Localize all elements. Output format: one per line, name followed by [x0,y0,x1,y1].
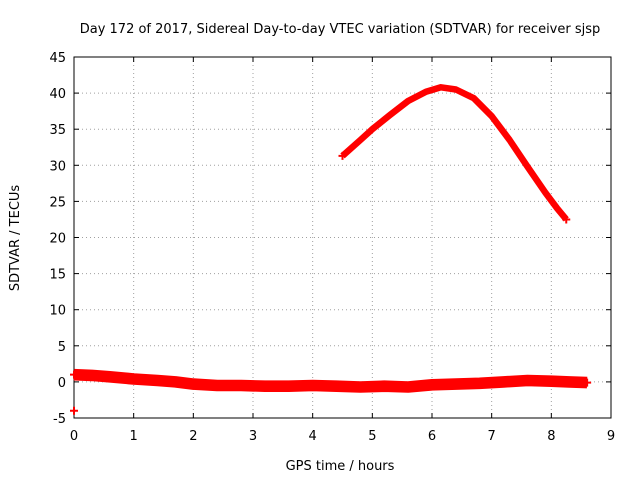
data-point [70,370,78,379]
data-point [338,151,347,160]
data-point [70,406,78,415]
data-point [562,215,571,224]
y-tick-label: 10 [49,304,66,319]
axis-ticks [73,56,612,419]
y-tick-label: 40 [49,87,66,102]
series-0 [70,368,592,393]
x-tick-label: 4 [309,429,317,444]
x-tick-label: 0 [70,429,78,444]
y-tick-label: 25 [49,195,66,210]
y-tick-label: 30 [49,159,66,174]
grid-lines [74,57,611,418]
data-point [583,378,592,387]
series-2 [338,84,571,224]
y-tick-label: 5 [58,340,66,355]
x-tick-label: 5 [368,429,376,444]
y-tick-label: 35 [49,123,66,138]
y-tick-label: -5 [53,412,66,427]
y-tick-labels: -5 0 5 10 15 20 25 30 35 40 45 [49,51,66,427]
y-tick-label: 0 [58,376,66,391]
x-tick-label: 2 [189,429,197,444]
chart-title: Day 172 of 2017, Sidereal Day-to-day VTE… [80,22,601,37]
y-tick-label: 15 [49,268,66,283]
x-tick-label: 9 [607,429,615,444]
y-tick-label: 20 [49,232,66,247]
series-band [340,84,569,222]
series-1 [70,406,78,415]
x-axis-label: GPS time / hours [286,459,395,474]
x-tick-labels: 0 1 2 3 4 5 6 7 8 9 [70,429,615,444]
data-series [70,84,592,415]
y-axis-label: SDTVAR / TECUs [8,185,23,292]
x-tick-label: 3 [249,429,257,444]
x-tick-label: 8 [547,429,555,444]
x-tick-label: 1 [130,429,138,444]
x-tick-label: 7 [488,429,496,444]
x-tick-label: 6 [428,429,436,444]
y-tick-label: 45 [49,51,66,66]
series-band [73,368,588,393]
